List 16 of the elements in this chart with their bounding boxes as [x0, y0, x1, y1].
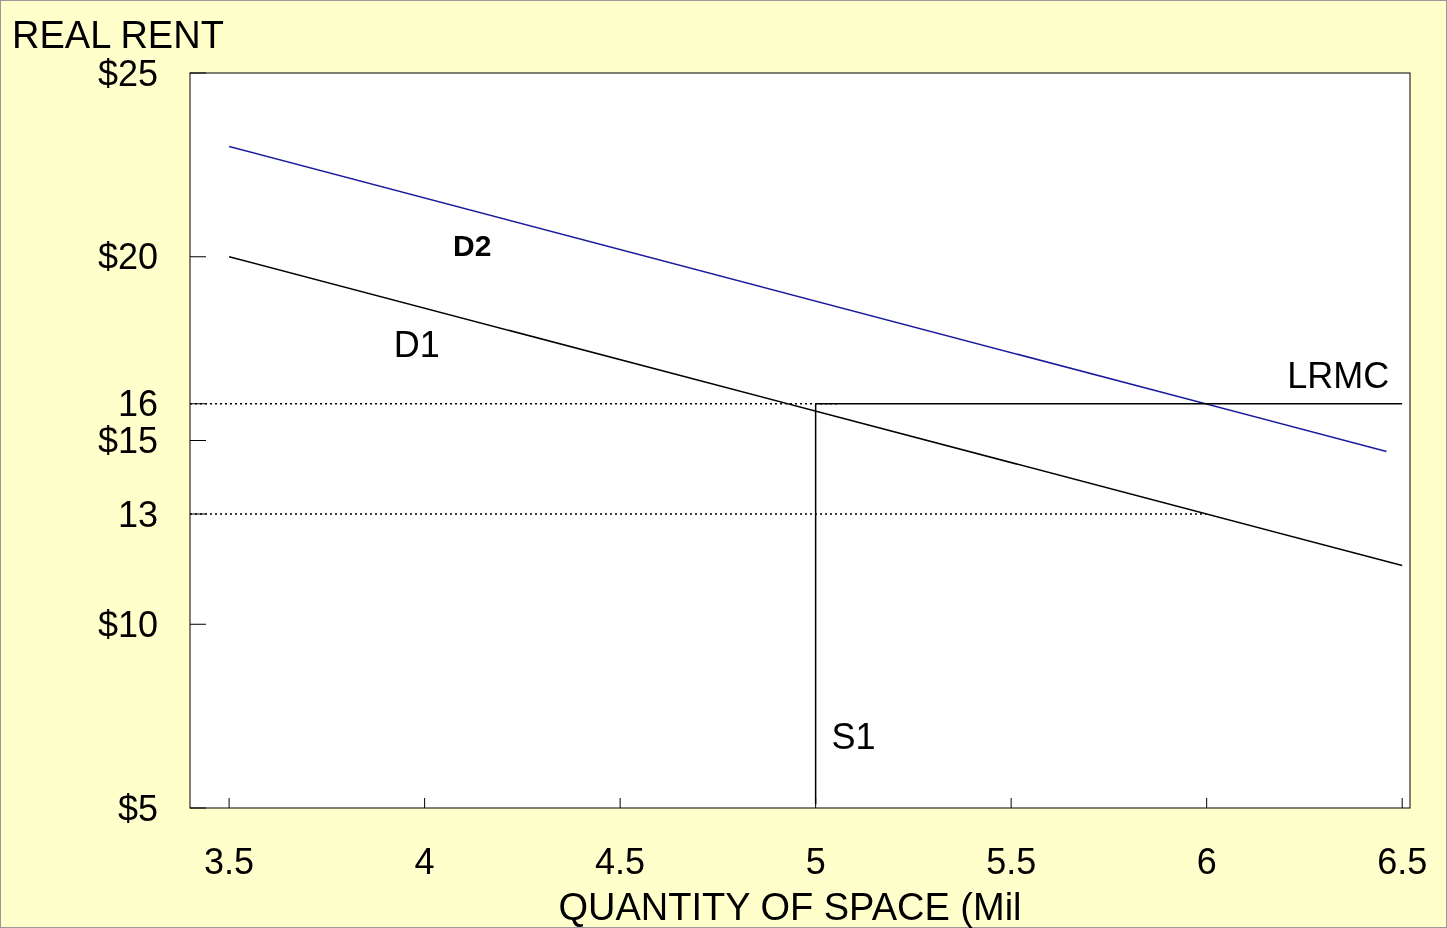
x-tick-label: 5.5	[986, 841, 1037, 882]
series-label: S1	[831, 715, 876, 757]
y-tick-label: $20	[97, 236, 158, 278]
y-tick-label: 13	[117, 493, 158, 535]
x-tick-label: 6.5	[1377, 841, 1428, 882]
x-tick-label: 6	[1196, 841, 1217, 882]
x-tick-label: 3.5	[204, 841, 255, 882]
series-label: LRMC	[1287, 355, 1390, 397]
x-tick-label: 5	[805, 841, 826, 882]
series-label: D2	[452, 229, 492, 263]
x-tick-label: 4.5	[595, 841, 646, 882]
series-label: D1	[393, 323, 440, 365]
x-tick-label: 4	[414, 841, 435, 882]
y-tick-label: $10	[97, 603, 158, 645]
x-axis-title: QUANTITY OF SPACE (Mil	[558, 886, 1022, 928]
y-tick-label: $5	[117, 787, 158, 829]
